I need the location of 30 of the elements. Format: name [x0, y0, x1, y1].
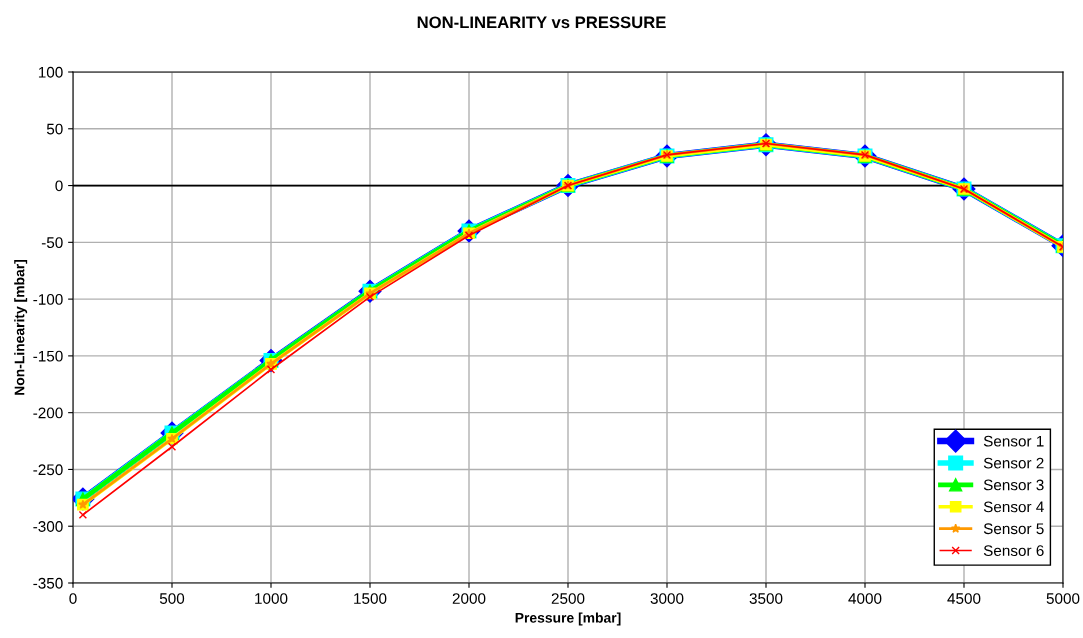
y-tick-label: 0: [55, 180, 63, 192]
x-tick-label: 1000: [255, 593, 288, 604]
legend-label: Sensor 2: [983, 457, 1044, 469]
y-tick-label: -50: [41, 237, 63, 249]
y-tick-label: -350: [33, 577, 63, 589]
legend-label: Sensor 1: [983, 435, 1044, 447]
legend-label: Sensor 6: [983, 545, 1044, 557]
x-tick-label: 4500: [947, 593, 981, 604]
x-tick-label: 3000: [650, 593, 684, 604]
x-tick-label: 4000: [848, 593, 882, 604]
x-tick-label: 5000: [1046, 593, 1080, 604]
y-tick-label: 50: [46, 123, 63, 135]
legend-label: Sensor 5: [983, 523, 1044, 535]
legend-label: Sensor 4: [983, 501, 1044, 513]
x-tick-label: 0: [69, 593, 77, 604]
y-tick-label: 100: [38, 66, 63, 78]
x-tick-label: 500: [159, 593, 185, 604]
x-axis-title: Pressure [mbar]: [515, 612, 621, 626]
y-tick-label: -100: [33, 293, 63, 305]
chart-title: NON-LINEARITY vs PRESSURE: [417, 16, 666, 29]
legend-label: Sensor 3: [983, 479, 1044, 491]
y-tick-label: -300: [33, 521, 63, 532]
y-axis-title: Non-Linearity [mbar]: [14, 259, 28, 395]
x-tick-label: 2000: [452, 593, 486, 604]
y-tick-label: -250: [33, 464, 63, 476]
y-tick-label: -200: [33, 407, 63, 419]
x-tick-label: 3500: [749, 593, 783, 604]
x-tick-label: 2500: [551, 593, 585, 604]
x-tick-label: 1500: [354, 593, 387, 604]
y-tick-label: -150: [33, 350, 63, 362]
